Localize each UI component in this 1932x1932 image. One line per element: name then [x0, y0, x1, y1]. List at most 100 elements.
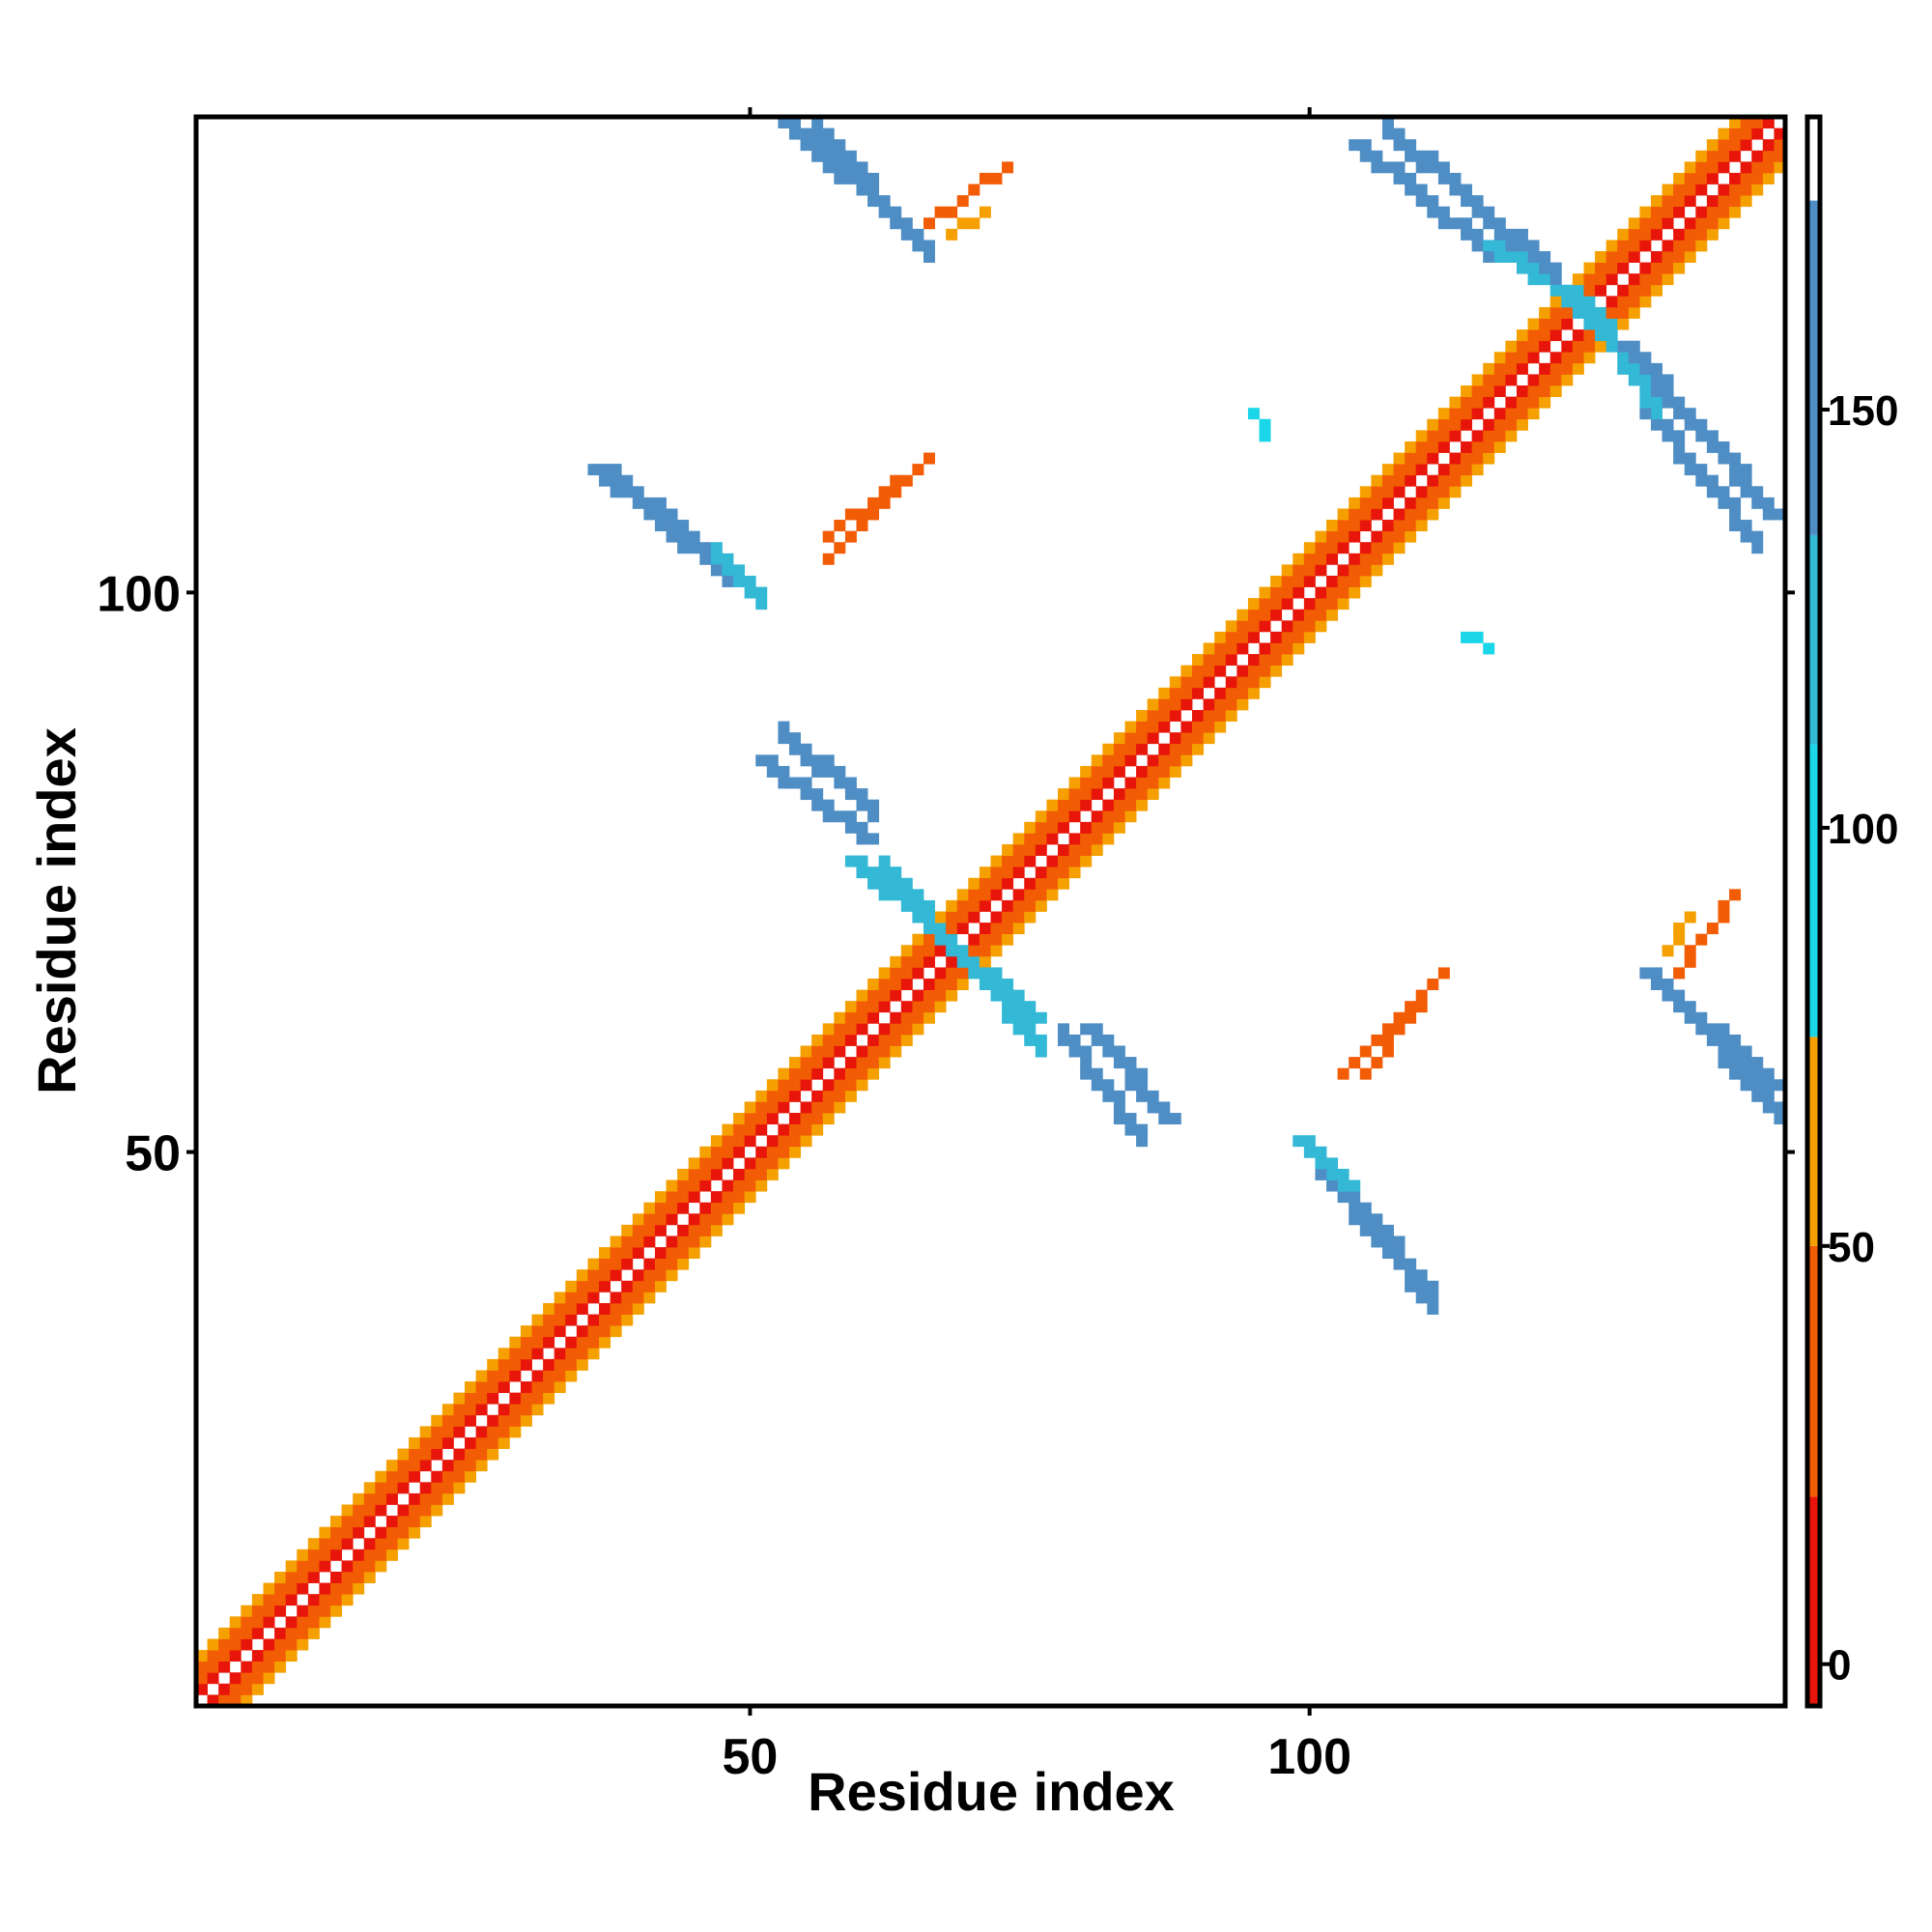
heatmap-cell	[1058, 1023, 1069, 1036]
heatmap-cell	[1024, 1023, 1037, 1036]
heatmap-cell	[1091, 754, 1103, 767]
heatmap-cell	[1471, 430, 1484, 442]
heatmap-cell	[990, 967, 1003, 980]
heatmap-cell	[867, 1011, 880, 1024]
heatmap-cell	[1002, 899, 1014, 912]
heatmap-cell	[1706, 206, 1719, 218]
heatmap-cell	[1549, 374, 1562, 386]
heatmap-cell	[1740, 172, 1752, 185]
heatmap-cell	[441, 1470, 454, 1483]
heatmap-cell	[285, 1571, 298, 1583]
heatmap-cell	[1169, 765, 1181, 778]
heatmap-cell	[1236, 665, 1249, 677]
heatmap-cell	[1259, 598, 1271, 611]
heatmap-cell	[1180, 743, 1193, 755]
heatmap-cell	[643, 1269, 656, 1282]
heatmap-cell	[1762, 1090, 1775, 1102]
heatmap-cell	[990, 945, 1003, 957]
heatmap-cell	[1012, 911, 1025, 923]
heatmap-cell	[844, 150, 857, 162]
heatmap-cell	[811, 139, 824, 152]
heatmap-cell	[1381, 486, 1394, 498]
heatmap-cell	[1337, 1067, 1350, 1080]
heatmap-cell	[1449, 396, 1462, 409]
heatmap-cell	[844, 855, 857, 867]
heatmap-cell	[599, 464, 611, 476]
heatmap-cell	[699, 1202, 712, 1214]
heatmap-cell	[923, 452, 935, 465]
heatmap-cell	[1493, 251, 1506, 263]
heatmap-cell	[1415, 497, 1428, 509]
heatmap-cell	[822, 1057, 835, 1069]
heatmap-cell	[1303, 553, 1316, 565]
heatmap-cell	[397, 1460, 410, 1472]
heatmap-cell	[788, 1146, 801, 1158]
heatmap-cell	[788, 777, 801, 789]
heatmap-cell	[968, 945, 980, 957]
heatmap-cell	[1572, 362, 1584, 375]
heatmap-cell	[867, 979, 880, 990]
heatmap-cell	[431, 1448, 443, 1461]
heatmap-cell	[307, 1605, 320, 1617]
heatmap-cell	[778, 1123, 790, 1136]
heatmap-cell	[1259, 620, 1271, 633]
heatmap-cell	[844, 508, 857, 521]
heatmap-cell	[778, 1067, 790, 1080]
heatmap-cell	[990, 923, 1003, 935]
heatmap-cell	[1605, 329, 1618, 342]
heatmap-cell	[1158, 1101, 1171, 1114]
heatmap-cell	[990, 933, 1003, 946]
heatmap-cell	[1539, 329, 1551, 342]
heatmap-cell	[1549, 262, 1562, 274]
heatmap-cell	[319, 1548, 331, 1561]
heatmap-cell	[1359, 520, 1372, 532]
heatmap-cell	[1561, 374, 1574, 386]
heatmap-cell	[576, 1269, 588, 1282]
heatmap-cell	[610, 1292, 622, 1304]
heatmap-cell	[1415, 508, 1428, 521]
heatmap-cell	[1605, 340, 1618, 353]
heatmap-cell	[1718, 497, 1730, 509]
heatmap-cell	[1225, 642, 1237, 655]
heatmap-cell	[1662, 251, 1674, 263]
heatmap-cell	[1315, 598, 1327, 611]
heatmap-cell	[844, 1057, 857, 1069]
heatmap-cell	[1437, 497, 1450, 509]
heatmap-cell	[1203, 654, 1215, 667]
heatmap-cell	[207, 1661, 219, 1673]
heatmap-cell	[431, 1492, 443, 1505]
heatmap-cell	[1695, 217, 1708, 230]
heatmap-cell	[856, 161, 868, 174]
heatmap-cell	[1471, 440, 1484, 453]
heatmap-cell	[710, 553, 723, 565]
heatmap-cell	[699, 1224, 712, 1236]
heatmap-cell	[632, 1213, 644, 1226]
heatmap-cell	[1259, 654, 1271, 667]
heatmap-cell	[1381, 161, 1394, 174]
heatmap-cell	[800, 743, 812, 755]
heatmap-cell	[654, 1269, 667, 1282]
heatmap-cell	[1673, 1001, 1686, 1013]
heatmap-cell	[1527, 352, 1540, 364]
heatmap-cell	[934, 933, 947, 946]
heatmap-cell	[867, 833, 880, 845]
heatmap-cell	[1427, 195, 1439, 208]
heatmap-cell	[1662, 396, 1674, 409]
heatmap-cell	[610, 1258, 622, 1270]
heatmap-cell	[1751, 1079, 1764, 1092]
heatmap-cell	[1437, 418, 1450, 431]
heatmap-cell	[867, 810, 880, 823]
heatmap-cell	[1762, 150, 1775, 162]
heatmap-cell	[1102, 1090, 1115, 1102]
heatmap-cell	[1437, 206, 1450, 218]
heatmap-cell	[274, 1571, 287, 1583]
heatmap-cell	[1124, 788, 1137, 801]
heatmap-cell	[856, 989, 868, 1002]
heatmap-cell	[890, 486, 902, 498]
heatmap-cell	[1102, 810, 1115, 823]
heatmap-cell	[1461, 418, 1473, 431]
heatmap-cell	[1169, 732, 1181, 745]
heatmap-cell	[531, 1381, 544, 1394]
heatmap-cell	[330, 1605, 342, 1617]
